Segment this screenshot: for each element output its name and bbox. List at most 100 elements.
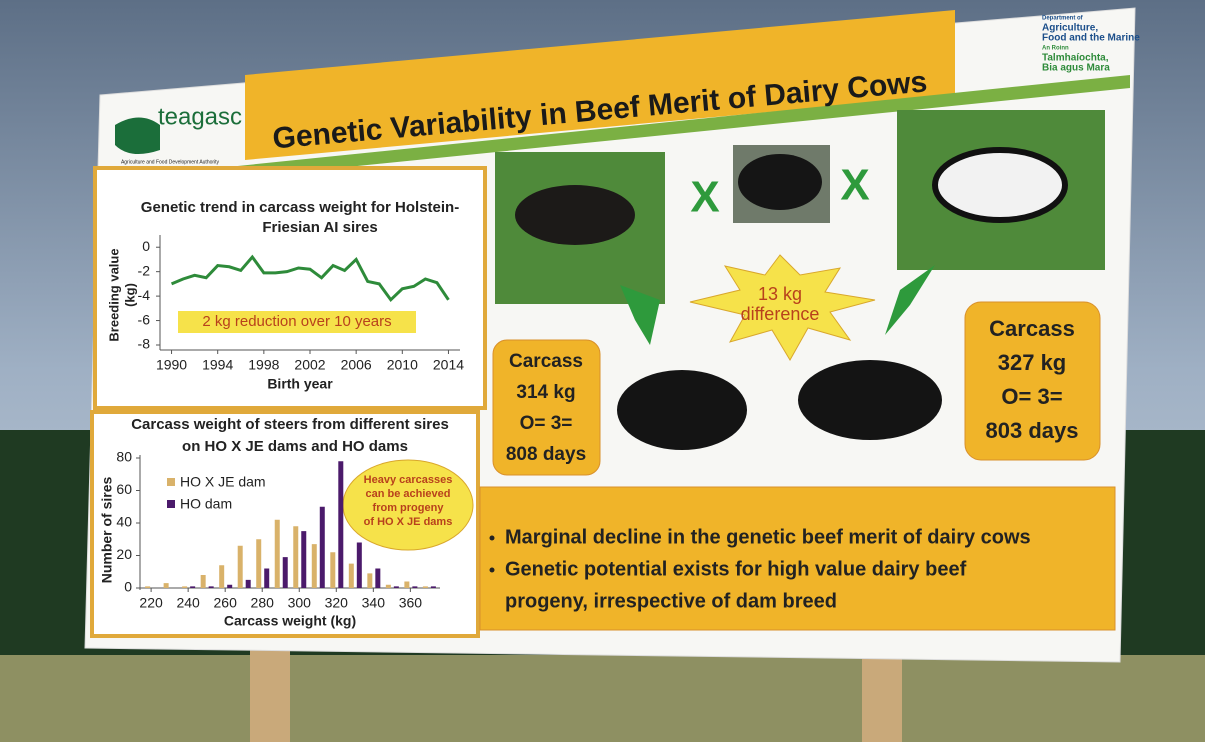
y-tick-label: 0 [142, 238, 150, 254]
bar [275, 520, 280, 588]
legend-swatch [167, 478, 175, 486]
cross: X [840, 161, 869, 210]
x-tick-label: 2014 [433, 357, 464, 373]
left-box-text: Carcass [509, 351, 583, 372]
bullet-dot [490, 568, 495, 573]
right-box-text: Carcass [989, 316, 1075, 341]
bar [246, 580, 251, 588]
legend-label: HO dam [180, 496, 232, 512]
logo-mark [115, 118, 160, 155]
department: Food and the Marine [1042, 33, 1140, 44]
bar [182, 586, 187, 588]
y-tick-label: 80 [116, 449, 132, 465]
x-tick-label: 280 [251, 595, 275, 611]
bullet-dot [490, 536, 495, 541]
bullet: Genetic potential exists for high value … [505, 558, 967, 580]
x-tick-label: 340 [362, 595, 386, 611]
chart-title: Carcass weight of steers from different … [131, 416, 449, 433]
bar [349, 564, 354, 588]
x-tick-label: 2006 [341, 357, 372, 373]
x-label: Birth year [267, 376, 333, 392]
x-tick-label: 1990 [156, 357, 187, 373]
y-tick-label: -2 [138, 262, 151, 278]
bar [412, 586, 417, 588]
department: Bia agus Mara [1042, 63, 1110, 74]
x-tick-label: 260 [214, 595, 238, 611]
x-tick-label: 2010 [387, 357, 418, 373]
y-label: Breeding value [106, 248, 121, 341]
y-tick-label: 0 [124, 579, 132, 595]
bar [238, 546, 243, 588]
x-tick-label: 360 [399, 595, 423, 611]
left-box-text: 808 days [506, 444, 586, 465]
chart-title: on HO X JE dams and HO dams [182, 438, 408, 455]
difference: difference [741, 304, 820, 324]
legend-label: HO X JE dam [180, 474, 266, 490]
page: {"header":{"title":"Genetic Variability … [0, 0, 1205, 742]
bar [330, 552, 335, 588]
left-box-text: O= 3= [520, 413, 573, 434]
y-tick-label: -8 [138, 336, 151, 352]
bar [209, 586, 214, 588]
x-tick-label: 2002 [294, 357, 325, 373]
grass [0, 655, 1205, 742]
logo-tagline: Agriculture and Food Development Authori… [121, 159, 220, 165]
bar [367, 573, 372, 588]
bar [320, 507, 325, 588]
right-box-text: O= 3= [1001, 384, 1062, 409]
y-label: Number of sires [99, 476, 115, 583]
chart-title: Friesian AI sires [262, 219, 377, 236]
bar [164, 583, 169, 588]
right-box-text: 803 days [986, 418, 1079, 443]
bullet: Marginal decline in the genetic beef mer… [505, 526, 1031, 548]
bar [404, 582, 409, 589]
bar [219, 565, 224, 588]
x-tick-label: 1994 [202, 357, 233, 373]
y-tick-label: 40 [116, 514, 132, 530]
difference: 13 kg [758, 284, 802, 304]
bar [145, 586, 150, 588]
bar [423, 586, 428, 588]
y-label: (kg) [122, 283, 137, 307]
bar [431, 586, 436, 588]
bar [227, 585, 232, 588]
bar [301, 531, 306, 588]
x-tick-label: 1998 [248, 357, 279, 373]
post [862, 650, 902, 742]
cow [515, 185, 635, 245]
x-tick-label: 320 [325, 595, 349, 611]
bar [201, 575, 206, 588]
post [250, 640, 290, 742]
cross: X [690, 173, 719, 222]
bull [738, 154, 822, 210]
legend-swatch [167, 500, 175, 508]
x-tick-label: 300 [288, 595, 312, 611]
x-label: Carcass weight (kg) [224, 613, 356, 629]
right-box-text: 327 kg [998, 350, 1067, 375]
bar [312, 544, 317, 588]
bar [386, 585, 391, 588]
y-tick-label: 60 [116, 481, 132, 497]
bullet: progeny, irrespective of dam breed [505, 590, 837, 612]
bar [338, 461, 343, 588]
steer [798, 360, 942, 440]
department: Department of [1042, 16, 1084, 22]
y-tick-label: -4 [138, 287, 151, 303]
logo: teagasc [158, 103, 242, 130]
steer [617, 370, 747, 450]
department: An Roinn [1042, 46, 1069, 52]
y-tick-label: -6 [138, 311, 151, 327]
x-tick-label: 220 [139, 595, 163, 611]
x-tick-label: 240 [176, 595, 200, 611]
bar [190, 586, 195, 588]
annotation: 2 kg reduction over 10 years [202, 313, 391, 330]
bar [264, 569, 269, 589]
left-box-text: 314 kg [516, 382, 575, 403]
bar [283, 557, 288, 588]
bar [375, 569, 380, 589]
chart-title: Genetic trend in carcass weight for Hols… [141, 199, 459, 216]
bar [256, 539, 261, 588]
bar [394, 586, 399, 588]
y-tick-label: 20 [116, 546, 132, 562]
scene: Genetic Variability in Beef Merit of Dai… [0, 0, 1205, 742]
